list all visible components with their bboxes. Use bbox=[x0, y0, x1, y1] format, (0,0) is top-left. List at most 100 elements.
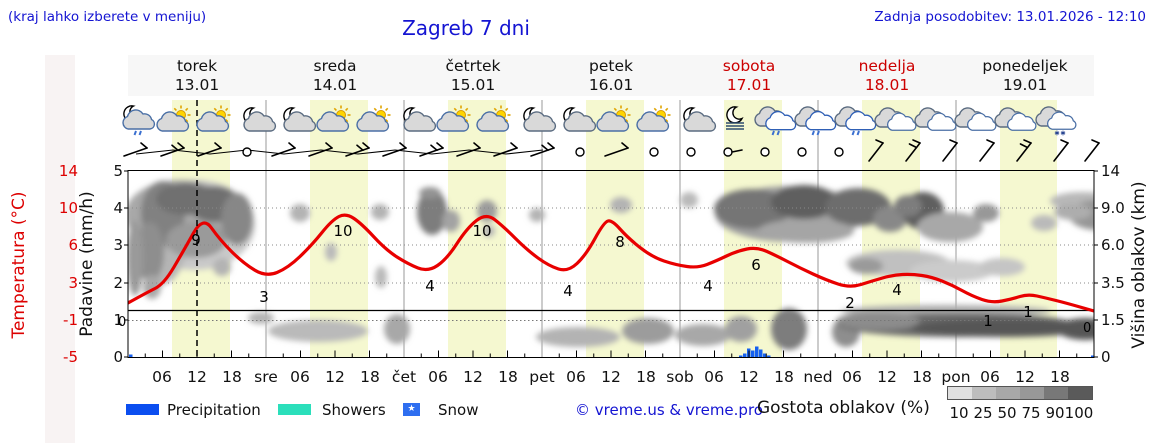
weather-icon-cloud-rain bbox=[754, 106, 797, 136]
weather-icon-cloud bbox=[994, 107, 1037, 131]
wind-symbol-barb2 bbox=[345, 142, 370, 157]
wind-symbol-circle bbox=[649, 147, 659, 157]
rain-icon bbox=[133, 130, 137, 136]
weather-icon-cloud-rain bbox=[794, 106, 837, 136]
wind-symbol-barb-steep bbox=[1084, 139, 1100, 162]
wind-symbol-barb2 bbox=[530, 142, 555, 157]
weather-icon-moon-wind bbox=[726, 106, 744, 130]
weather-icon-sun-cloud bbox=[316, 105, 351, 132]
wind-symbol-circle bbox=[834, 147, 844, 157]
weather-icon-cloud bbox=[914, 107, 957, 131]
temperature-value-label: 2 bbox=[845, 294, 855, 312]
weather-icon-moon-cloud-rain bbox=[122, 105, 156, 136]
wind-symbol-barb2 bbox=[160, 142, 185, 157]
daylight-band bbox=[448, 100, 506, 358]
wind-symbol-barb1 bbox=[382, 142, 407, 157]
wind-symbol-circle bbox=[797, 147, 807, 157]
weather-icon-sun-cloud bbox=[196, 105, 231, 132]
weather-icon-moon-cloud bbox=[683, 107, 717, 132]
wind-symbol-barb1 bbox=[493, 142, 518, 157]
day-header-četrtek: četrtek 15.01 bbox=[445, 57, 501, 94]
wind-symbol-barb1 bbox=[456, 142, 481, 157]
wind-symbol-barb1 bbox=[604, 142, 629, 157]
temperature-value-label: 4 bbox=[892, 281, 902, 299]
weather-icon-moon-cloud bbox=[283, 107, 317, 132]
wind-symbol-barb-steep bbox=[942, 139, 958, 162]
snow-star-icon: ★ bbox=[407, 404, 416, 414]
wind-symbol-barb1 bbox=[308, 142, 333, 157]
day-header-nedelja: nedelja 18.01 bbox=[858, 57, 916, 94]
rain-icon bbox=[138, 130, 142, 136]
freezing-label-right: 0 bbox=[1083, 321, 1091, 336]
page-title: Zagreb 7 dni bbox=[402, 16, 530, 40]
weather-icon-sun-cloud bbox=[476, 105, 511, 132]
weather-icon-moon-cloud bbox=[523, 107, 557, 132]
last-update-text: Zadnja posodobitev: 13.01.2026 - 12:10 bbox=[874, 9, 1146, 25]
rain-icon bbox=[811, 130, 815, 136]
temperature-value-label: 10 bbox=[333, 222, 352, 240]
precipitation-legend-label: Precipitation bbox=[167, 401, 261, 419]
temperature-value-label: 1 bbox=[983, 312, 993, 330]
wind-symbol-circle bbox=[242, 147, 252, 157]
precipitation-swatch bbox=[126, 404, 159, 415]
rain-icon bbox=[776, 130, 780, 136]
menu-hint-text: (kraj lahko izberete v meniju) bbox=[8, 9, 207, 25]
showers-legend-label: Showers bbox=[322, 401, 386, 419]
weather-icon-sun-cloud bbox=[596, 105, 631, 132]
temperature-value-label: 4 bbox=[425, 277, 435, 295]
weather-icon-sun-cloud bbox=[636, 105, 671, 132]
temperature-curve bbox=[128, 213, 1094, 313]
weather-icon-moon-cloud bbox=[243, 107, 277, 132]
weather-icon-moon-cloud bbox=[403, 107, 437, 132]
wind-symbol-circle bbox=[760, 147, 770, 157]
cloud-density-scale bbox=[947, 386, 1093, 400]
hour-axis-labels: 06 12 18 sre 06 12 18 čet 06 12 18 pet 06 12 18 sob 06 12… bbox=[152, 368, 1070, 386]
weather-icon-moon-cloud bbox=[563, 107, 597, 132]
weather-icon-sun-cloud bbox=[436, 105, 471, 132]
snow-swatch: ★ bbox=[403, 403, 420, 416]
moon-icon bbox=[726, 106, 744, 124]
wind-symbol-circle bbox=[686, 147, 696, 157]
wind-symbol-barb-steep bbox=[1053, 139, 1069, 162]
rain-icon bbox=[856, 130, 860, 136]
cloud-density-legend-label: Gostota oblakov (%) bbox=[757, 398, 930, 418]
freezing-label-left: 0 bbox=[118, 315, 126, 330]
rain-icon bbox=[851, 130, 855, 136]
wind-symbol-barb-steep bbox=[979, 139, 995, 162]
day-header-torek: torek 13.01 bbox=[174, 57, 220, 94]
wind-symbol-circle bbox=[575, 147, 585, 157]
snow-legend-label: Snow bbox=[438, 401, 479, 419]
wind-symbol-circle-tail bbox=[723, 147, 743, 157]
temperature-value-label: 1 bbox=[1023, 303, 1033, 321]
day-header-ponedeljek: ponedeljek 19.01 bbox=[982, 57, 1068, 94]
wind-symbol-barb2 bbox=[419, 142, 444, 157]
temperature-value-label: 4 bbox=[703, 277, 713, 295]
cloud-density-areas bbox=[128, 180, 1094, 350]
day-header-petek: petek 16.01 bbox=[588, 57, 634, 94]
wind-symbol-barb1 bbox=[271, 142, 296, 157]
weather-icon-cloud bbox=[954, 107, 997, 131]
copyright-link[interactable]: © vreme.us & vreme.pro bbox=[575, 401, 763, 419]
weather-icon-cloud bbox=[874, 107, 917, 131]
wind-symbol-barb1 bbox=[123, 142, 148, 157]
wind-symbol-barb-steep2 bbox=[1016, 139, 1032, 162]
day-header-sreda: sreda 14.01 bbox=[312, 57, 358, 94]
temperature-value-label: 9 bbox=[191, 231, 201, 249]
day-header-sobota: sobota 17.01 bbox=[722, 57, 776, 94]
daylight-band bbox=[310, 100, 368, 358]
daylight-band bbox=[586, 100, 644, 358]
showers-swatch bbox=[278, 404, 311, 415]
weather-icon-sun-cloud bbox=[156, 105, 191, 132]
temperature-value-label: 8 bbox=[615, 233, 625, 251]
temperature-value-label: 6 bbox=[751, 256, 761, 274]
rain-icon bbox=[816, 130, 820, 136]
weather-icon-sun-cloud bbox=[356, 105, 391, 132]
wind-symbol-barb1 bbox=[197, 142, 222, 157]
wind-symbol-barb-steep bbox=[868, 139, 884, 162]
weather-icon-cloud-snow bbox=[1035, 106, 1077, 136]
temperature-value-label: 4 bbox=[563, 282, 573, 300]
day-header-row: torek 13.01 sreda 14.01 četrtek 15.01 petek 16.… bbox=[128, 55, 1094, 96]
wind-symbol-barb-steep2 bbox=[905, 139, 921, 162]
temperature-axis-band bbox=[45, 55, 75, 443]
